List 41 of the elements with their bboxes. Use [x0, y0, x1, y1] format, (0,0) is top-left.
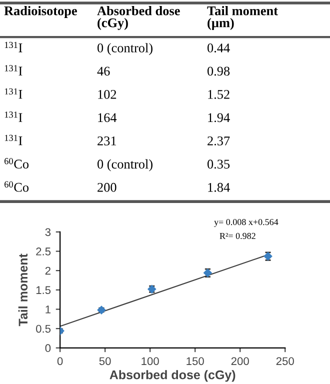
x-tick-label: 200 [231, 357, 249, 366]
x-tick-label: 150 [186, 357, 204, 366]
text: $^{131}$I [4, 65, 22, 76]
text: 0 (control) [98, 159, 152, 172]
y-tick-label: 0 [45, 344, 51, 352]
text: 0.35 [208, 160, 230, 169]
text: $^{60}$Co [4, 181, 29, 192]
x-tick-label: 50 [99, 357, 111, 366]
text: 0.44 [208, 43, 230, 52]
text: $^{60}$Co [4, 158, 29, 169]
x-tick-label: 100 [142, 357, 159, 366]
text: 200 [98, 182, 116, 192]
text: 102 [98, 90, 116, 99]
y-tick-label: 1 [46, 306, 50, 314]
y-tick-label: 2 [45, 266, 50, 275]
text: 164 [98, 113, 117, 122]
y-axis-title: Tail moment [18, 254, 28, 326]
text: 0.98 [208, 66, 230, 76]
text: 1.52 [208, 90, 230, 99]
category-label: Absorbed dose (cGy) [97, 6, 180, 30]
category-label: Radioisotope [4, 6, 77, 18]
text: 2.37 [208, 136, 230, 146]
text: 46 [97, 66, 110, 76]
annotation: R²= 0.982 [220, 232, 256, 240]
y-tick-label: 0.5 [36, 324, 51, 333]
text: 1.84 [208, 182, 230, 192]
text: 231 [98, 136, 116, 146]
x-tick-label: 0 [57, 357, 63, 366]
text: $^{131}$I [4, 134, 22, 146]
y-tick-label: 2.5 [36, 248, 51, 256]
y-tick-label: 1.5 [36, 286, 51, 294]
text: $^{131}$I [4, 112, 22, 122]
text: 1.94 [208, 113, 230, 122]
text: 0 (control) [98, 43, 152, 56]
category-label: Tail moment (µm) [207, 6, 278, 30]
y-tick-label: 3 [45, 228, 51, 236]
text: $^{131}$I [4, 42, 22, 52]
x-axis-title: Absorbed dose (cGy) [110, 370, 236, 382]
text: $^{131}$I [4, 88, 22, 99]
x-tick-label: 250 [276, 357, 294, 366]
text: y= 0.008 x+0.564 [214, 218, 278, 227]
